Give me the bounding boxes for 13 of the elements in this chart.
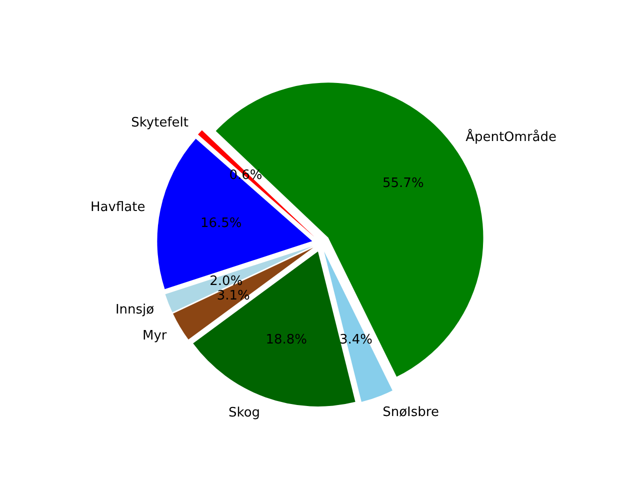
slice-label: Skytefelt: [131, 115, 188, 130]
data-label: 3.4%: [339, 332, 373, 348]
data-label: 18.8%: [266, 332, 308, 348]
data-label: 55.7%: [382, 176, 424, 192]
slice-label: SnøIsbre: [382, 405, 439, 420]
data-label: 3.1%: [216, 288, 250, 304]
data-label: 16.5%: [200, 216, 242, 231]
slice-label: Innsjø: [115, 302, 154, 318]
slice-label: Myr: [142, 328, 168, 344]
slice-label: Skog: [228, 405, 260, 420]
data-label: 2.0%: [210, 274, 243, 290]
slice-label: Havflate: [90, 200, 146, 216]
slice-label: ÅpentOmråde: [466, 128, 557, 146]
